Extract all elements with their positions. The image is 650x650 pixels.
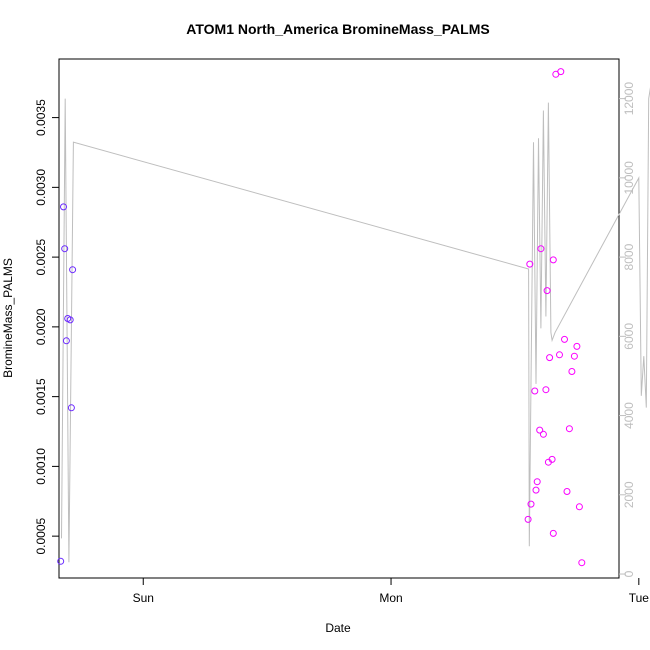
data-point bbox=[549, 256, 557, 264]
y2-tick-label: 4000 bbox=[622, 402, 636, 429]
y-tick-label: 0.0015 bbox=[34, 378, 48, 415]
data-point bbox=[57, 557, 65, 565]
data-point bbox=[568, 368, 576, 375]
x-axis-label: Date bbox=[325, 621, 351, 635]
data-point bbox=[546, 354, 554, 362]
data-point bbox=[62, 337, 70, 345]
data-point bbox=[557, 68, 565, 76]
data-point bbox=[67, 404, 75, 412]
data-point bbox=[561, 335, 568, 343]
data-point bbox=[524, 515, 532, 523]
series-line bbox=[61, 87, 650, 563]
data-point bbox=[563, 488, 571, 495]
chart-title: ATOM1 North_America BromineMass_PALMS bbox=[186, 21, 489, 37]
plot-frame bbox=[58, 58, 620, 579]
data-point bbox=[526, 260, 534, 268]
y-tick-label: 0.0010 bbox=[34, 448, 48, 485]
data-point bbox=[532, 486, 540, 494]
y-tick-label: 0.0025 bbox=[34, 238, 48, 275]
y-tick-label: 0.0005 bbox=[34, 517, 48, 554]
data-point bbox=[556, 351, 563, 359]
x-tick-label: Tue bbox=[629, 591, 650, 605]
y2-tick-label: 10000 bbox=[622, 161, 636, 195]
data-point bbox=[542, 386, 550, 394]
y-tick-label: 0.0020 bbox=[34, 308, 48, 345]
data-point bbox=[570, 352, 578, 360]
y2-tick-label: 6000 bbox=[622, 323, 636, 350]
data-point bbox=[531, 387, 539, 395]
data-point bbox=[549, 529, 557, 537]
y2-tick-label: 0 bbox=[622, 570, 636, 577]
data-point bbox=[527, 500, 535, 508]
y-tick-label: 0.0035 bbox=[34, 99, 48, 136]
chart-marks: Sun Mon Tue 0.0005 0.0010 0.0015 0.0020 0.0025 0… bbox=[34, 68, 650, 605]
y2-tick-label: 2000 bbox=[622, 481, 636, 508]
data-point bbox=[573, 342, 581, 350]
y-axis-label: BromineMass_PALMS bbox=[1, 258, 15, 378]
x-tick-label: Mon bbox=[379, 591, 402, 605]
x-tick-label: Sun bbox=[133, 591, 154, 605]
data-point bbox=[533, 478, 541, 486]
data-point bbox=[548, 455, 556, 463]
y2-tick-label: 8000 bbox=[622, 243, 636, 270]
y-tick-label: 0.0030 bbox=[34, 169, 48, 206]
data-point bbox=[578, 559, 586, 567]
data-point bbox=[565, 425, 573, 433]
data-point bbox=[575, 503, 583, 511]
data-point bbox=[536, 426, 544, 434]
data-point bbox=[537, 245, 545, 253]
y2-tick-label: 12000 bbox=[622, 82, 636, 116]
data-point bbox=[539, 430, 547, 438]
data-point bbox=[69, 266, 77, 274]
data-point bbox=[61, 245, 69, 253]
data-point bbox=[66, 316, 74, 324]
data-point bbox=[543, 287, 551, 295]
data-point bbox=[60, 203, 67, 211]
